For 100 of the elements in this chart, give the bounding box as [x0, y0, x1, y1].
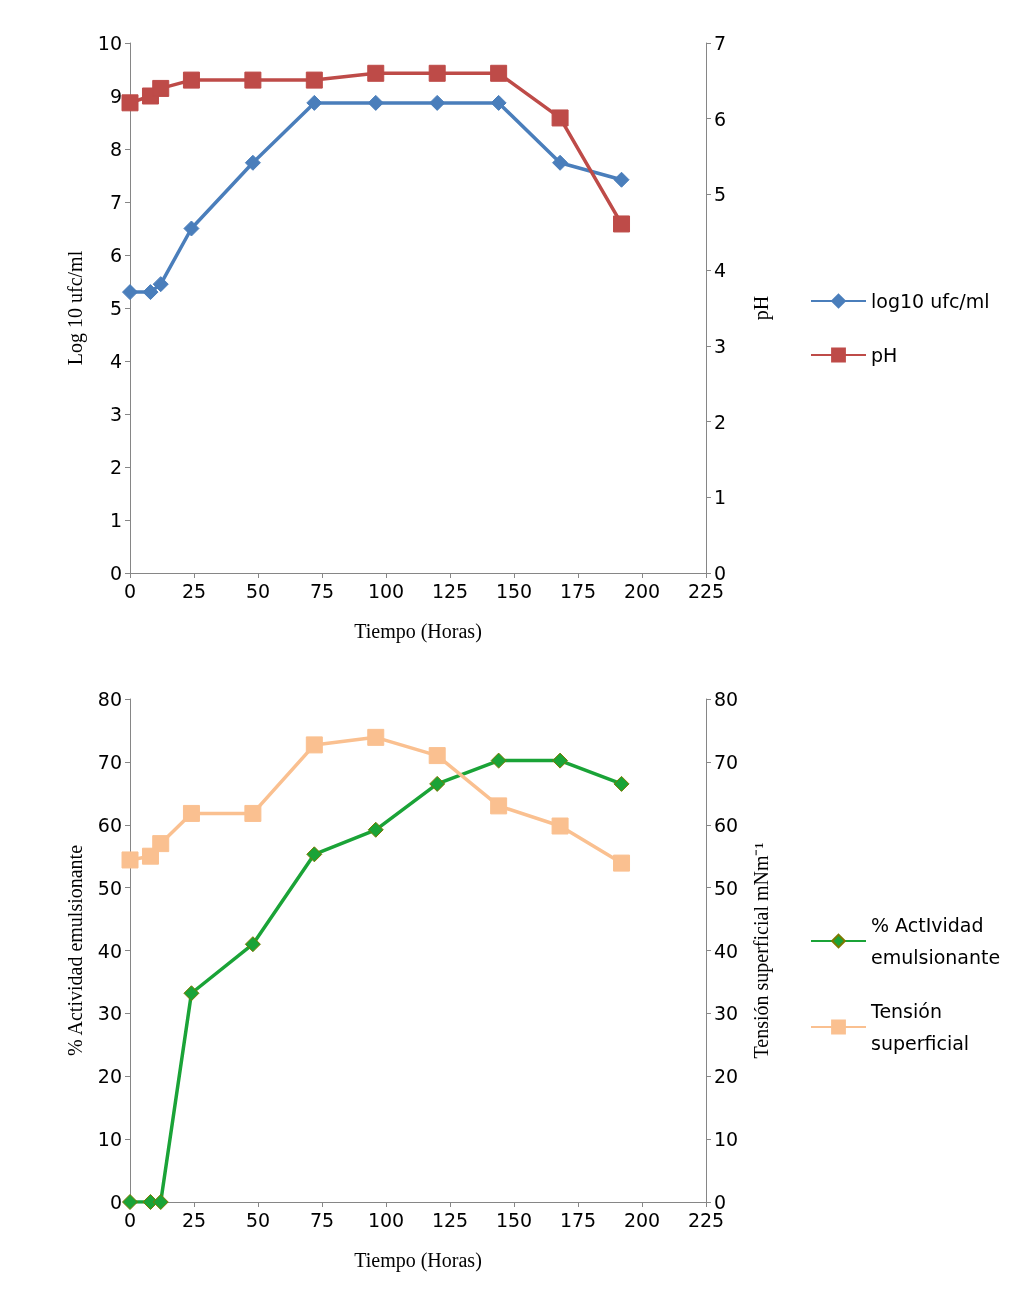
y-tick-label: 10 [97, 32, 122, 54]
y2-tick-label: 70 [714, 750, 739, 773]
point [552, 154, 569, 171]
y-tick-label: 4 [109, 350, 122, 372]
point [613, 215, 631, 233]
y2-tick-label: 5 [714, 183, 727, 206]
point [306, 94, 323, 111]
y2-tick-label: 80 [714, 688, 739, 710]
point [552, 752, 569, 769]
point [152, 276, 169, 293]
point [428, 64, 446, 82]
y-axis-title: Log 10 ufc/ml [64, 250, 87, 366]
point [367, 821, 384, 838]
x-tick-label: 0 [123, 1208, 137, 1231]
x-tick-label: 125 [431, 579, 469, 602]
legend-label: pH [871, 344, 898, 366]
x-tick-label: 0 [123, 579, 137, 602]
point [367, 64, 385, 82]
point [122, 1194, 138, 1210]
point [429, 775, 446, 792]
x-axis-title: Tiempo (Horas) [354, 620, 482, 643]
point [613, 775, 630, 792]
x-tick-label: 25 [181, 1208, 207, 1231]
point [244, 936, 261, 953]
y2-axis-title: Tensión superficial mNm⁻¹ [750, 842, 773, 1059]
point [141, 847, 159, 865]
x-tick-label: 125 [431, 1208, 469, 1231]
y2-tick-label: 3 [714, 334, 727, 357]
point [429, 94, 446, 111]
y-tick-label: 60 [97, 813, 122, 836]
point [244, 154, 261, 171]
legend-label: % ActIvidad emulsionante [871, 914, 1001, 968]
x-axis-title: Tiempo (Horas) [354, 1249, 482, 1272]
point [305, 736, 323, 754]
point [121, 851, 139, 869]
point [551, 109, 569, 127]
point [183, 985, 200, 1002]
point [152, 835, 170, 853]
y2-tick-label: 6 [714, 107, 727, 130]
y2-tick-label: 2 [714, 410, 727, 433]
point [367, 728, 385, 746]
x-tick-label: 75 [309, 1208, 335, 1231]
y-tick-label: 9 [109, 85, 122, 107]
y2-tick-label: 4 [714, 259, 727, 282]
y-tick-label: 7 [109, 191, 122, 213]
point [142, 284, 159, 301]
point [183, 220, 200, 237]
point [490, 752, 507, 769]
y-tick-label: 0 [109, 1191, 122, 1213]
y2-tick-label: 20 [714, 1065, 739, 1088]
y2-tick-label: 40 [714, 939, 739, 962]
point [152, 1194, 169, 1210]
legend-label: Tensión superficial [870, 1000, 970, 1054]
y-tick-label: 2 [109, 456, 122, 478]
x-tick-label: 150 [495, 1208, 533, 1231]
y2-axis-title: pH [750, 295, 773, 321]
y-axis-title: % Actividad emulsionante [64, 844, 86, 1057]
point [428, 747, 446, 765]
x-tick-label: 75 [309, 579, 335, 602]
x-tick-label: 200 [623, 1208, 661, 1231]
point [306, 846, 323, 863]
x-tick-label: 150 [495, 579, 533, 602]
x-tick-label: 175 [559, 579, 597, 602]
y2-tick-label: 10 [714, 1128, 739, 1151]
point [613, 854, 631, 872]
point [122, 284, 138, 301]
y-tick-label: 3 [109, 403, 122, 425]
x-tick-label: 200 [623, 579, 661, 602]
point [551, 817, 569, 835]
x-tick-label: 175 [559, 1208, 597, 1231]
point [490, 797, 508, 815]
y-tick-label: 1 [109, 509, 122, 531]
x-tick-label: 100 [367, 1208, 405, 1231]
x-tick-label: 50 [245, 1208, 271, 1231]
y-tick-label: 6 [109, 244, 122, 266]
y-tick-label: 50 [97, 876, 122, 899]
y-tick-label: 30 [97, 1002, 122, 1025]
y2-tick-label: 30 [714, 1002, 739, 1025]
x-tick-label: 50 [245, 579, 271, 602]
y-tick-label: 8 [109, 138, 122, 160]
y-tick-label: 40 [97, 939, 122, 962]
point [367, 94, 384, 111]
y-tick-label: 20 [97, 1065, 122, 1088]
point [490, 64, 508, 82]
point [490, 94, 507, 111]
y-tick-label: 0 [109, 562, 122, 584]
y2-tick-label: 7 [714, 32, 727, 54]
y-tick-label: 70 [97, 750, 122, 773]
y2-tick-label: 60 [714, 813, 739, 836]
y-tick-label: 80 [97, 688, 122, 710]
y-tick-label: 10 [97, 1128, 122, 1151]
point [613, 171, 630, 188]
legend-label: log10 ufc/ml [871, 290, 990, 312]
y2-tick-label: 50 [714, 876, 739, 899]
x-tick-label: 25 [181, 579, 207, 602]
point [244, 71, 262, 89]
point [244, 804, 262, 822]
y2-tick-label: 1 [714, 486, 727, 509]
y-tick-label: 5 [109, 297, 122, 319]
point [152, 79, 170, 97]
